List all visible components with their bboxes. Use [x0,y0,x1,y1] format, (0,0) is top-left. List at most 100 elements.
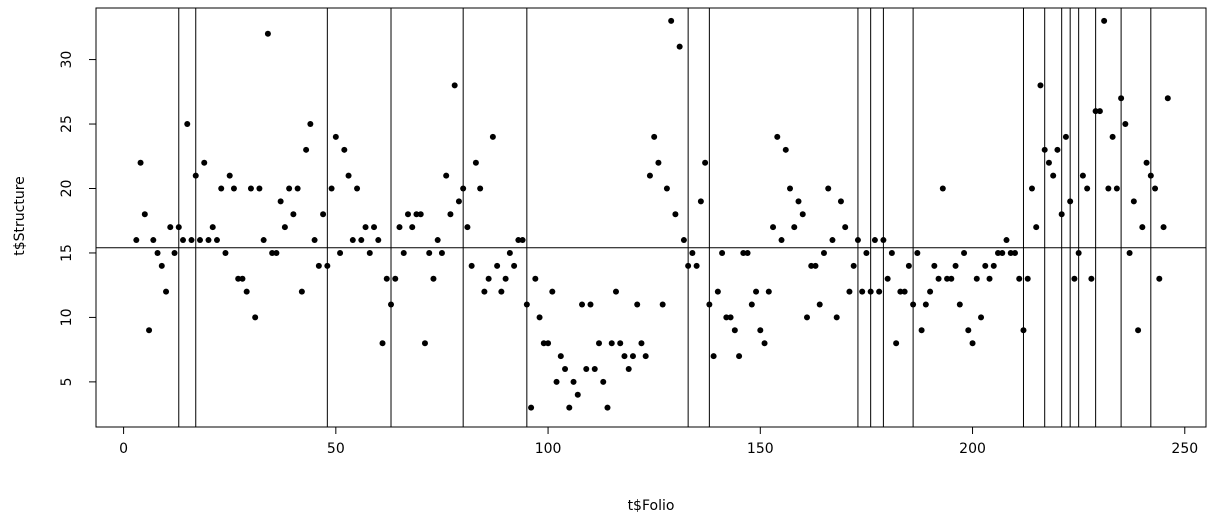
point-111 [604,404,611,411]
point-103 [570,378,577,385]
point-71 [434,237,441,244]
point-215 [1045,159,1052,166]
point-180 [897,288,904,295]
point-95 [536,314,543,321]
point-15 [196,237,203,244]
point-76 [455,198,462,205]
point-143 [740,249,747,256]
y-tick-label-4: 25 [59,115,75,133]
point-45 [324,262,331,269]
point-186 [922,301,929,308]
point-124 [659,301,666,308]
point-205 [1003,237,1010,244]
point-0 [133,237,140,244]
point-67 [417,211,424,218]
point-64 [404,211,411,218]
point-219 [1062,133,1069,140]
y-axis: 5 10 15 20 25 30 [59,51,97,386]
point-44 [320,211,327,218]
point-130 [685,262,692,269]
point-63 [400,249,407,256]
point-163 [825,185,832,192]
y-tick-label-2: 15 [59,244,75,262]
point-20 [218,185,225,192]
point-26 [243,288,250,295]
x-tick-label-0: 0 [119,441,128,457]
point-88 [506,249,513,256]
point-10 [175,224,182,231]
y-tick-label-3: 20 [59,180,75,198]
point-109 [596,340,603,347]
point-202 [990,262,997,269]
point-155 [791,224,798,231]
point-66 [413,211,420,218]
point-210 [1024,275,1031,282]
point-191 [944,275,951,282]
point-115 [621,353,628,360]
point-159 [808,262,815,269]
y-tick-label-1: 10 [59,309,75,327]
point-145 [748,301,755,308]
point-13 [188,237,195,244]
point-40 [303,146,310,153]
point-59 [383,275,390,282]
point-86 [498,288,505,295]
point-232 [1118,95,1125,102]
point-93 [528,404,535,411]
point-19 [213,237,220,244]
point-6 [158,262,165,269]
point-237 [1139,224,1146,231]
point-31 [264,30,271,37]
point-23 [230,185,237,192]
point-85 [494,262,501,269]
point-128 [676,43,683,50]
point-129 [680,237,687,244]
point-167 [842,224,849,231]
point-101 [562,365,569,372]
point-213 [1037,82,1044,89]
point-140 [727,314,734,321]
point-227 [1096,108,1103,115]
point-148 [761,340,768,347]
point-154 [787,185,794,192]
x-tick-label-5: 250 [1171,441,1198,457]
point-68 [421,340,428,347]
point-55 [366,249,373,256]
point-207 [1011,249,1018,256]
point-52 [354,185,361,192]
point-183 [910,301,917,308]
point-34 [277,198,284,205]
point-201 [986,275,993,282]
point-5 [154,249,161,256]
point-177 [884,275,891,282]
point-99 [553,378,560,385]
point-126 [668,17,675,24]
point-49 [341,146,348,153]
point-229 [1105,185,1112,192]
point-214 [1041,146,1048,153]
x-tick-label-1: 50 [327,441,345,457]
point-79 [468,262,475,269]
point-25 [239,275,246,282]
point-147 [757,327,764,334]
point-131 [689,249,696,256]
x-axis-title: t$Folio [628,498,675,514]
point-127 [672,211,679,218]
point-223 [1079,172,1086,179]
point-14 [192,172,199,179]
point-179 [893,340,900,347]
x-tick-label-3: 150 [747,441,774,457]
point-98 [549,288,556,295]
point-198 [973,275,980,282]
point-110 [600,378,607,385]
point-242 [1160,224,1167,231]
point-188 [931,262,938,269]
point-187 [927,288,934,295]
point-182 [905,262,912,269]
point-27 [247,185,254,192]
point-236 [1135,327,1142,334]
point-92 [523,301,530,308]
point-138 [719,249,726,256]
point-173 [867,288,874,295]
point-114 [617,340,624,347]
